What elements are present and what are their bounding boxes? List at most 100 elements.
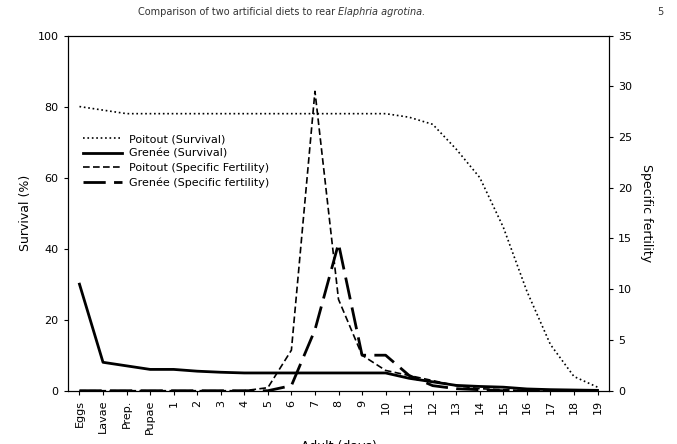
Grenée (Survival): [170, 367, 178, 372]
Grenée (Specific fertility): [99, 388, 107, 393]
Poitout (Survival): [382, 111, 390, 116]
Grenée (Specific fertility): [476, 387, 484, 392]
Grenée (Survival): [123, 363, 131, 369]
Grenée (Specific fertility): [287, 383, 295, 388]
Grenée (Specific fertility): [452, 386, 460, 391]
Poitout (Survival): [594, 385, 602, 390]
Grenée (Specific fertility): [146, 388, 154, 393]
Poitout (Survival): [334, 111, 343, 116]
Poitout (Survival): [146, 111, 154, 116]
Poitout (Specific Fertility): [499, 387, 507, 392]
Poitout (Survival): [240, 111, 248, 116]
Text: Elaphria agrotina.: Elaphria agrotina.: [338, 7, 426, 17]
Poitout (Specific Fertility): [240, 388, 248, 393]
Poitout (Survival): [405, 115, 413, 120]
Poitout (Specific Fertility): [217, 388, 225, 393]
Grenée (Survival): [287, 370, 295, 376]
Grenée (Specific fertility): [499, 388, 507, 393]
Poitout (Survival): [570, 374, 578, 379]
Grenée (Survival): [99, 360, 107, 365]
Poitout (Survival): [170, 111, 178, 116]
Grenée (Survival): [523, 386, 531, 392]
Poitout (Specific Fertility): [382, 368, 390, 373]
Grenée (Specific fertility): [382, 353, 390, 358]
Grenée (Specific fertility): [429, 383, 437, 388]
X-axis label: Adult (days): Adult (days): [301, 440, 376, 444]
Grenée (Specific fertility): [170, 388, 178, 393]
Grenée (Specific fertility): [311, 327, 319, 333]
Poitout (Survival): [193, 111, 201, 116]
Grenée (Survival): [499, 385, 507, 390]
Grenée (Specific fertility): [123, 388, 131, 393]
Grenée (Specific fertility): [546, 388, 554, 393]
Grenée (Specific fertility): [240, 388, 248, 393]
Grenée (Survival): [311, 370, 319, 376]
Grenée (Specific fertility): [217, 388, 225, 393]
Text: Comparison of two artificial diets to rear: Comparison of two artificial diets to re…: [138, 7, 338, 17]
Poitout (Survival): [476, 175, 484, 180]
Grenée (Survival): [193, 369, 201, 374]
Grenée (Survival): [75, 281, 83, 287]
Poitout (Specific Fertility): [123, 388, 131, 393]
Poitout (Specific Fertility): [170, 388, 178, 393]
Grenée (Survival): [452, 383, 460, 388]
Poitout (Specific Fertility): [75, 388, 83, 393]
Grenée (Survival): [334, 370, 343, 376]
Poitout (Specific Fertility): [546, 388, 554, 393]
Poitout (Survival): [75, 104, 83, 109]
Grenée (Survival): [546, 387, 554, 392]
Grenée (Survival): [146, 367, 154, 372]
Poitout (Specific Fertility): [594, 388, 602, 393]
Line: Grenée (Specific fertility): Grenée (Specific fertility): [79, 244, 598, 391]
Poitout (Specific Fertility): [334, 297, 343, 302]
Grenée (Survival): [358, 370, 366, 376]
Grenée (Survival): [429, 379, 437, 385]
Legend: Poitout (Survival), Grenée (Survival), Poitout (Specific Fertility), Grenée (Spe: Poitout (Survival), Grenée (Survival), P…: [79, 130, 274, 193]
Poitout (Specific Fertility): [523, 388, 531, 393]
Poitout (Survival): [499, 225, 507, 230]
Grenée (Survival): [217, 369, 225, 375]
Poitout (Specific Fertility): [452, 383, 460, 388]
Poitout (Survival): [546, 342, 554, 347]
Poitout (Survival): [217, 111, 225, 116]
Poitout (Specific Fertility): [311, 89, 319, 94]
Poitout (Survival): [123, 111, 131, 116]
Grenée (Specific fertility): [264, 388, 272, 393]
Grenée (Specific fertility): [358, 353, 366, 358]
Y-axis label: Survival (%): Survival (%): [19, 175, 32, 251]
Grenée (Survival): [405, 376, 413, 381]
Poitout (Specific Fertility): [405, 373, 413, 378]
Poitout (Survival): [452, 147, 460, 152]
Grenée (Survival): [570, 387, 578, 392]
Grenée (Survival): [476, 384, 484, 389]
Poitout (Survival): [429, 122, 437, 127]
Grenée (Specific fertility): [405, 373, 413, 378]
Poitout (Specific Fertility): [476, 386, 484, 391]
Grenée (Survival): [594, 388, 602, 393]
Poitout (Survival): [523, 289, 531, 294]
Poitout (Specific Fertility): [287, 348, 295, 353]
Grenée (Specific fertility): [75, 388, 83, 393]
Poitout (Specific Fertility): [429, 378, 437, 383]
Poitout (Specific Fertility): [570, 388, 578, 393]
Grenée (Survival): [382, 370, 390, 376]
Poitout (Survival): [264, 111, 272, 116]
Line: Poitout (Survival): Poitout (Survival): [79, 107, 598, 387]
Grenée (Survival): [264, 370, 272, 376]
Grenée (Specific fertility): [523, 388, 531, 393]
Poitout (Specific Fertility): [358, 353, 366, 358]
Poitout (Survival): [311, 111, 319, 116]
Poitout (Survival): [358, 111, 366, 116]
Text: 5: 5: [657, 7, 663, 17]
Grenée (Specific fertility): [334, 241, 343, 246]
Line: Poitout (Specific Fertility): Poitout (Specific Fertility): [79, 91, 598, 391]
Grenée (Specific fertility): [193, 388, 201, 393]
Y-axis label: Specific fertility: Specific fertility: [640, 164, 653, 262]
Poitout (Specific Fertility): [193, 388, 201, 393]
Poitout (Survival): [99, 107, 107, 113]
Poitout (Specific Fertility): [264, 385, 272, 390]
Line: Grenée (Survival): Grenée (Survival): [79, 284, 598, 390]
Grenée (Specific fertility): [570, 388, 578, 393]
Poitout (Specific Fertility): [146, 388, 154, 393]
Poitout (Specific Fertility): [99, 388, 107, 393]
